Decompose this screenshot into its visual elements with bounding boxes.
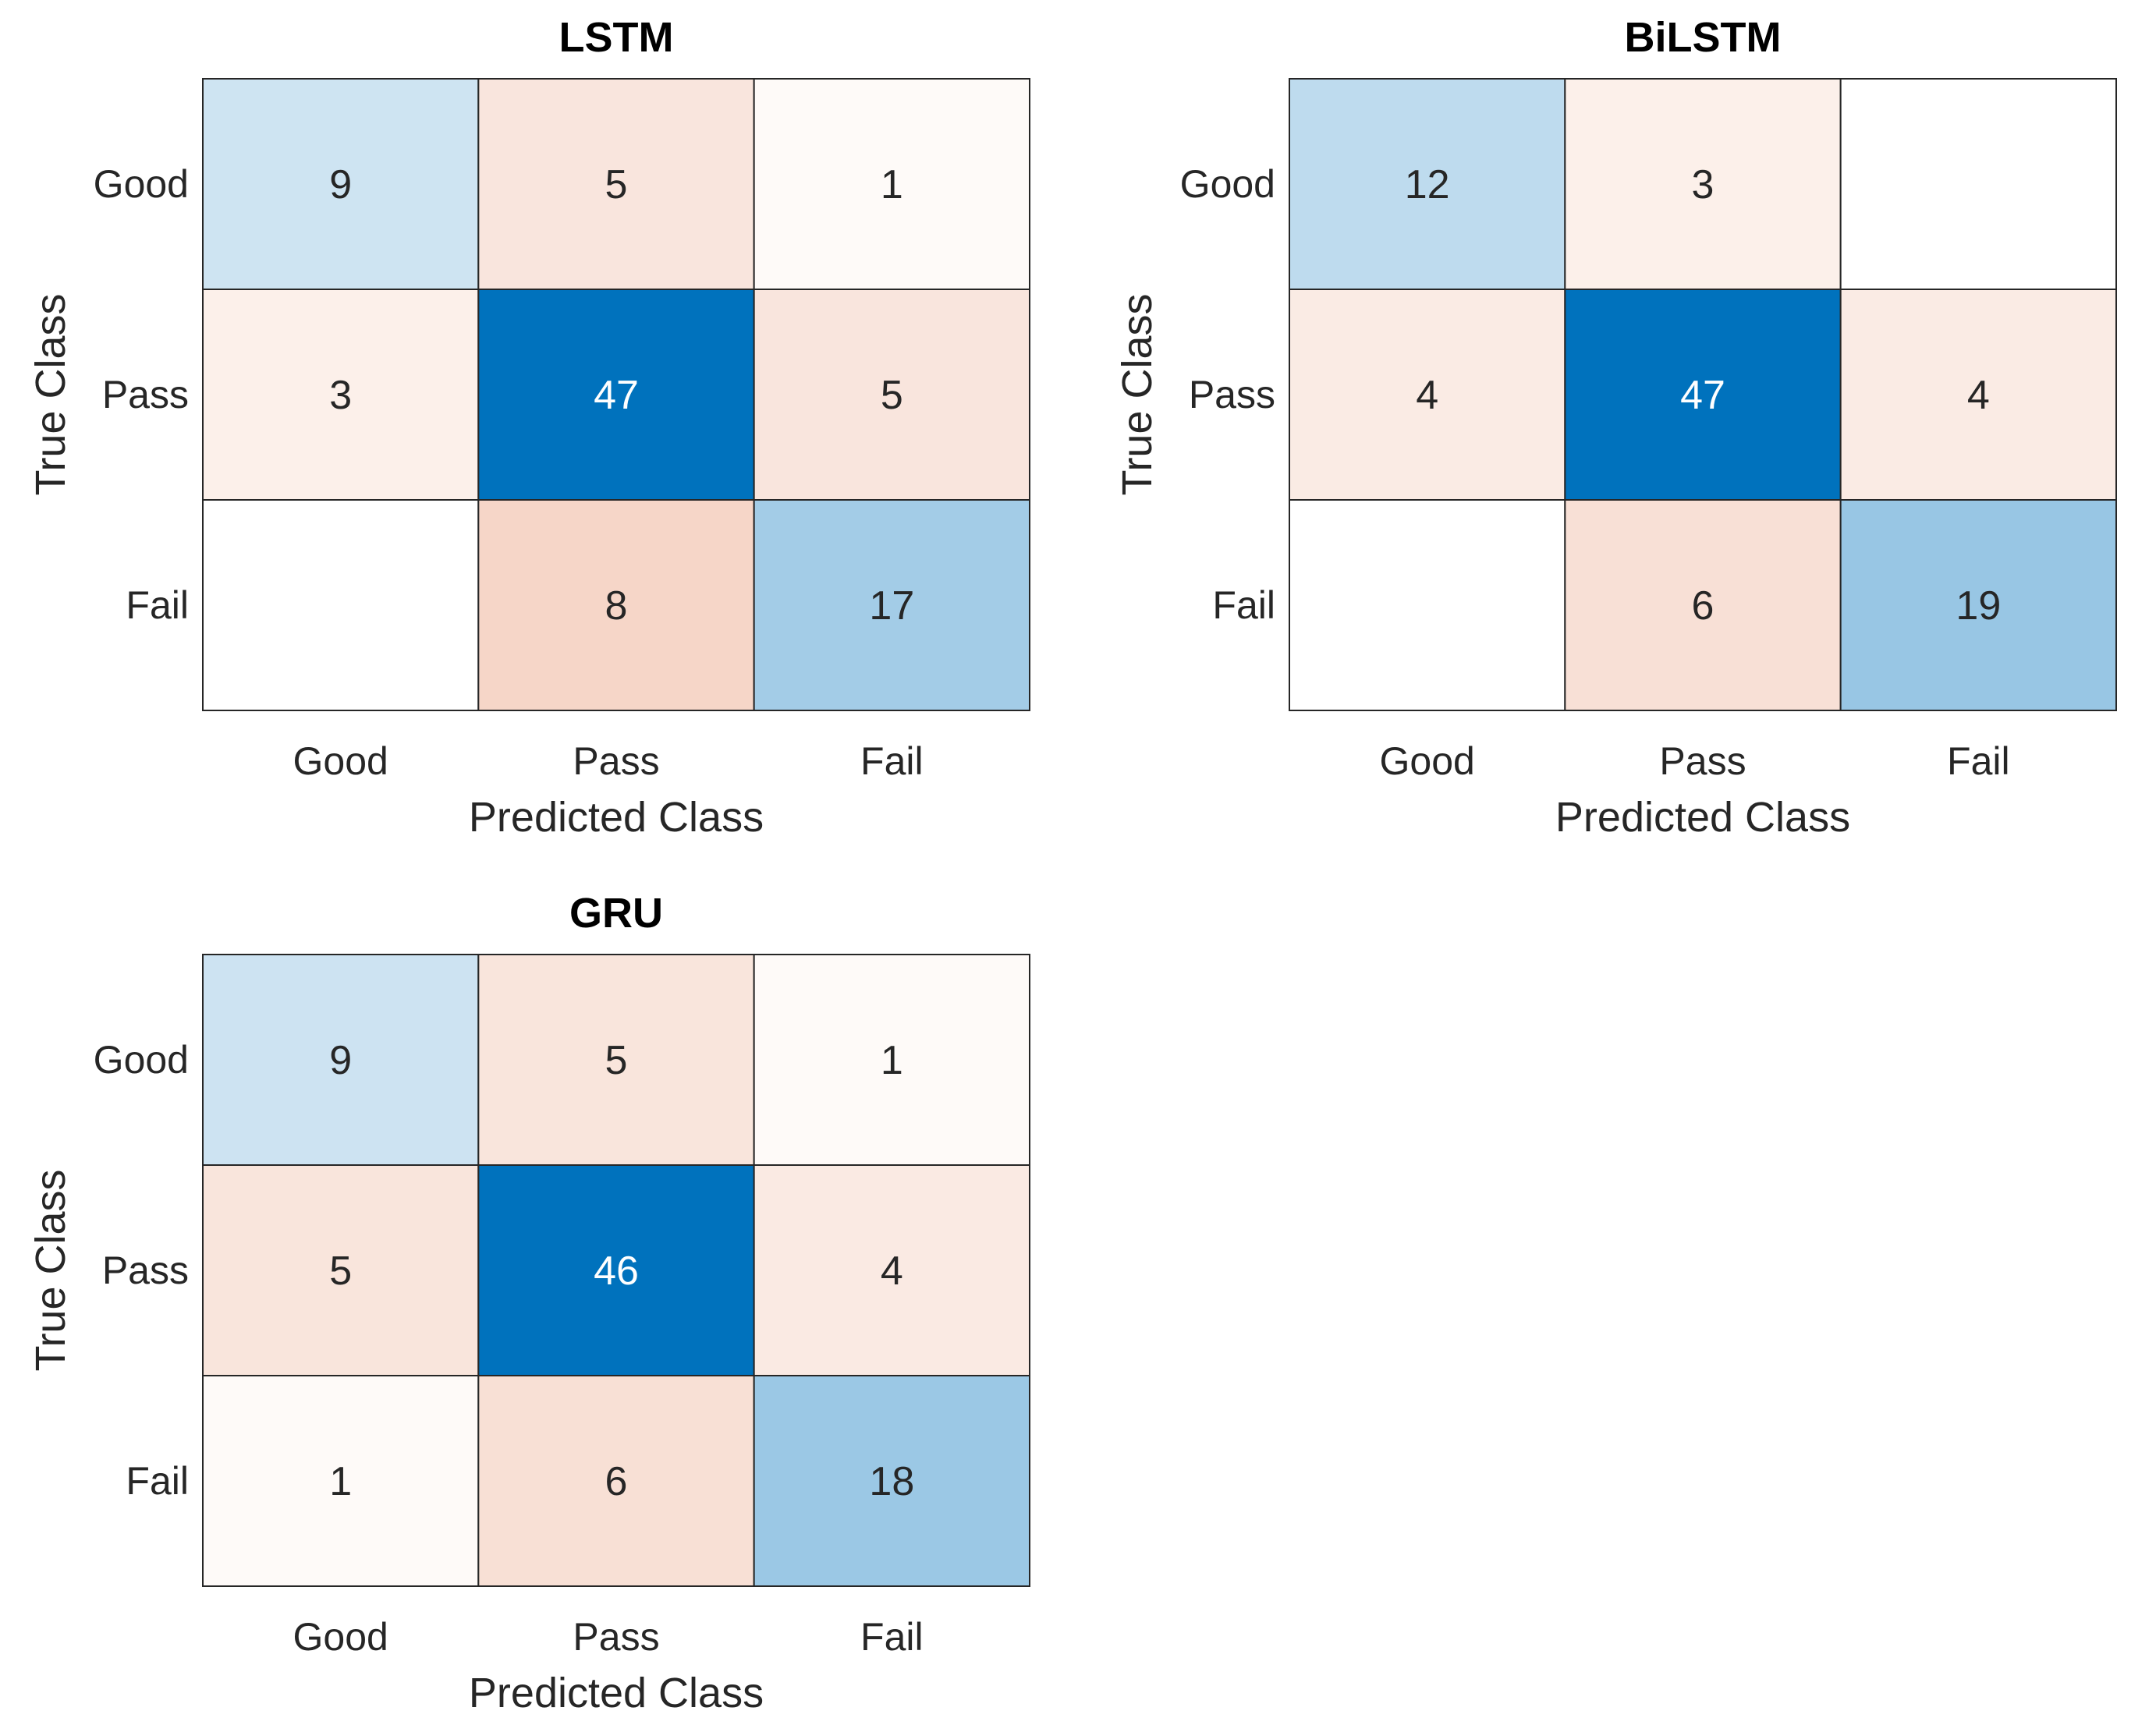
cell-value: 6	[1692, 583, 1715, 629]
x-tick-label: Good	[1380, 739, 1475, 783]
matrix-cell	[477, 499, 755, 711]
matrix-cell	[753, 78, 1031, 290]
cell-value: 1	[881, 162, 903, 207]
chart-title: GRU	[569, 890, 663, 937]
confusion-matrix-lstm: 9 5 1 3 47 5 8 17 LSTM Good Pass Fail Good Pass Fail Pr…	[27, 14, 1031, 841]
cell-value: 4	[881, 1249, 903, 1294]
x-tick-label: Good	[293, 739, 388, 783]
matrix-cell	[1839, 499, 2118, 711]
matrix-cell	[753, 499, 1031, 711]
cell-value: 5	[605, 1038, 628, 1083]
y-tick-label: Pass	[102, 373, 189, 416]
x-axis-label: Predicted Class	[469, 794, 764, 841]
x-tick-label: Fail	[1947, 739, 2010, 783]
y-tick-label: Pass	[1189, 373, 1275, 416]
cell-value: 5	[605, 162, 628, 207]
cell-value: 8	[605, 583, 628, 629]
chart-title: BiLSTM	[1625, 14, 1782, 61]
cell-value: 12	[1405, 162, 1450, 207]
matrix-cell	[1564, 289, 1842, 501]
y-axis-label: True Class	[27, 1169, 74, 1371]
cell-value: 47	[594, 373, 639, 418]
cell-value: 6	[605, 1459, 628, 1504]
matrix-cell	[753, 954, 1031, 1166]
cell-value: 4	[1967, 373, 1990, 418]
matrix-cell	[753, 1375, 1031, 1587]
matrix-cell	[202, 1164, 480, 1376]
matrix-cell	[202, 78, 480, 290]
matrix-cell	[477, 1375, 755, 1587]
y-tick-label: Fail	[126, 583, 189, 627]
cell-value: 46	[594, 1249, 639, 1294]
cell-value: 4	[1416, 373, 1438, 418]
matrix-cell	[1839, 289, 2118, 501]
y-axis-label: True Class	[1114, 293, 1161, 495]
x-tick-label: Pass	[573, 1615, 659, 1659]
cell-value: 18	[869, 1459, 914, 1504]
y-tick-label: Pass	[102, 1249, 189, 1292]
y-tick-label: Fail	[126, 1459, 189, 1503]
matrix-cell	[202, 499, 480, 711]
y-tick-label: Good	[94, 1038, 189, 1082]
matrix-cell	[1839, 78, 2118, 290]
x-tick-label: Pass	[1659, 739, 1746, 783]
cell-value: 5	[881, 373, 903, 418]
matrix-cell	[1289, 499, 1566, 711]
cell-value: 1	[881, 1038, 903, 1083]
y-tick-label: Good	[1180, 162, 1275, 206]
x-tick-label: Fail	[860, 739, 924, 783]
x-tick-label: Fail	[860, 1615, 924, 1659]
matrix-cell	[753, 289, 1031, 501]
matrix-cell	[1564, 78, 1842, 290]
cell-value: 3	[1692, 162, 1715, 207]
matrix-cell	[753, 1164, 1031, 1376]
matrix-cell	[202, 1375, 480, 1587]
y-axis-label: True Class	[27, 293, 74, 495]
confusion-matrix-gru: 9 5 1 5 46 4 1 6 18 GRU Good Pass Fail Good Pass Fail Pr…	[27, 890, 1031, 1716]
x-tick-label: Pass	[573, 739, 659, 783]
matrix-cell	[202, 289, 480, 501]
chart-title: LSTM	[559, 14, 674, 61]
confusion-matrix-bilstm: 12 3 4 47 4 6 19 BiLSTM Good Pass Fail Good Pass Fail…	[1114, 14, 2118, 841]
cell-value: 17	[869, 583, 914, 629]
cell-value: 3	[329, 373, 352, 418]
cell-value: 9	[329, 1038, 352, 1083]
cell-value: 1	[329, 1459, 352, 1504]
y-tick-label: Good	[94, 162, 189, 206]
matrix-cell	[477, 1164, 755, 1376]
cell-value: 47	[1680, 373, 1725, 418]
cell-value: 9	[329, 162, 352, 207]
matrix-cell	[1564, 499, 1842, 711]
matrix-cell	[477, 78, 755, 290]
x-axis-label: Predicted Class	[469, 1670, 764, 1716]
x-tick-label: Good	[293, 1615, 388, 1659]
y-tick-label: Fail	[1212, 583, 1275, 627]
matrix-cell	[477, 954, 755, 1166]
cell-value: 5	[329, 1249, 352, 1294]
matrix-cell	[202, 954, 480, 1166]
x-axis-label: Predicted Class	[1555, 794, 1850, 841]
cell-value: 19	[1956, 583, 2001, 629]
matrix-cell	[477, 289, 755, 501]
